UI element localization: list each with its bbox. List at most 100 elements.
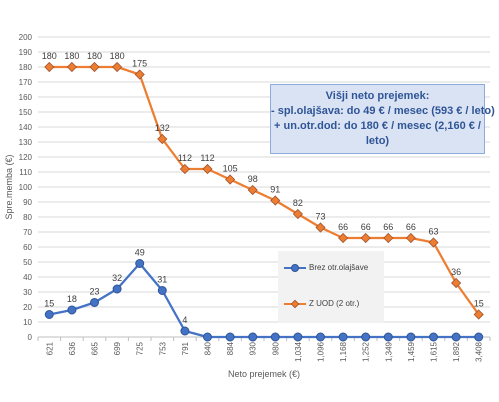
data-label: 32	[112, 273, 122, 283]
x-tick-label: 621	[45, 341, 54, 355]
data-point	[44, 61, 55, 73]
x-tick-label: 1,615	[430, 341, 439, 362]
x-tick-label: 930	[249, 341, 258, 355]
data-label: 73	[315, 212, 325, 222]
legend-label: Z UOD (2 otr.)	[309, 299, 360, 308]
data-point	[67, 305, 77, 315]
legend-item-series-1: Brez otr.olajšave	[284, 263, 368, 272]
y-tick-label: 110	[19, 168, 32, 177]
legend-item-series-2: Z UOD (2 otr.)	[284, 299, 359, 308]
data-label: 66	[383, 222, 393, 232]
data-point	[135, 259, 145, 268]
y-tick-label: 140	[19, 123, 33, 132]
data-point	[270, 332, 280, 342]
data-label: 180	[110, 51, 125, 61]
data-point	[451, 277, 462, 289]
annotation-line: - spl.olajšava: do 49 € / mesec (593 € /…	[271, 105, 495, 117]
data-label: 15	[44, 299, 54, 309]
x-tick-label: 1,459	[407, 341, 416, 362]
x-tick-label: 725	[136, 341, 145, 355]
data-label: 4	[182, 315, 187, 325]
data-point	[451, 332, 461, 342]
data-point	[293, 332, 303, 342]
x-tick-label: 665	[91, 341, 100, 355]
data-label: 15	[474, 299, 484, 309]
data-point	[361, 332, 371, 342]
data-label: 82	[293, 198, 303, 208]
y-tick-label: 80	[23, 213, 32, 222]
data-label: 23	[89, 287, 99, 297]
data-point	[202, 163, 213, 175]
y-tick-label: 30	[23, 288, 32, 297]
data-label: 180	[42, 51, 57, 61]
x-tick-label: 1,096	[317, 341, 326, 362]
data-point	[44, 310, 54, 319]
annotation-line: + un.otr.dod: do 180 € / mesec (2,160 € …	[274, 120, 481, 132]
x-tick-label: 1,892	[452, 341, 461, 362]
y-tick-label: 130	[19, 138, 33, 147]
data-label: 49	[135, 248, 145, 258]
data-point	[338, 232, 349, 244]
y-tick-label: 100	[19, 183, 33, 192]
annotation-line: leto)	[365, 135, 390, 147]
x-tick-label: 636	[68, 341, 77, 355]
x-tick-label: 980	[271, 341, 280, 355]
data-point	[247, 184, 258, 196]
data-point	[112, 284, 122, 294]
data-label: 112	[178, 153, 192, 163]
y-tick-label: 50	[23, 258, 32, 267]
y-tick-label: 40	[23, 273, 32, 282]
x-tick-label: 753	[158, 341, 167, 355]
data-label: 112	[200, 153, 214, 163]
data-point	[315, 222, 326, 233]
data-label: 180	[64, 51, 79, 61]
x-tick-label: 699	[113, 341, 122, 355]
x-tick-label: 1,252	[362, 341, 371, 362]
y-tick-label: 20	[23, 303, 32, 312]
x-tick-label: 884	[226, 341, 235, 355]
data-point	[112, 61, 123, 73]
data-point	[248, 332, 258, 342]
y-tick-label: 180	[19, 63, 33, 72]
data-point	[90, 298, 99, 307]
x-tick-label: 1,168	[339, 341, 348, 362]
data-point	[429, 332, 438, 342]
data-label: 63	[428, 227, 438, 237]
data-label: 180	[87, 51, 102, 61]
data-label: 18	[67, 294, 77, 304]
y-tick-label: 0	[28, 333, 33, 342]
y-tick-label: 120	[19, 153, 33, 162]
data-point	[360, 232, 371, 244]
y-tick-label: 90	[23, 198, 32, 207]
data-point	[338, 332, 348, 342]
data-point	[316, 332, 325, 342]
x-tick-label: 840	[204, 341, 213, 355]
data-label: 66	[338, 222, 348, 232]
data-point	[157, 286, 167, 295]
legend-swatch-diamond-icon	[284, 299, 306, 308]
y-tick-label: 190	[19, 48, 33, 57]
data-label: 91	[270, 185, 280, 195]
annotation-line: Višji neto prejemek:	[325, 90, 430, 102]
data-point	[134, 69, 145, 80]
data-label: 105	[223, 164, 238, 174]
x-tick-label: 1,034	[294, 341, 303, 362]
y-tick-label: 170	[19, 78, 33, 87]
data-label: 66	[361, 222, 371, 232]
data-point	[157, 133, 168, 145]
y-tick-label: 60	[23, 243, 32, 252]
data-point	[292, 208, 303, 220]
data-point	[89, 61, 100, 73]
data-point	[225, 174, 236, 185]
y-tick-label: 160	[19, 93, 33, 102]
x-tick-label: 791	[181, 341, 190, 355]
data-point	[383, 232, 394, 244]
y-tick-label: 150	[19, 108, 33, 117]
data-point	[180, 326, 190, 336]
data-label: 132	[155, 123, 170, 133]
data-point	[405, 232, 416, 244]
y-axis-title: Spre.memba (€)	[4, 154, 14, 219]
y-tick-label: 70	[23, 228, 32, 237]
